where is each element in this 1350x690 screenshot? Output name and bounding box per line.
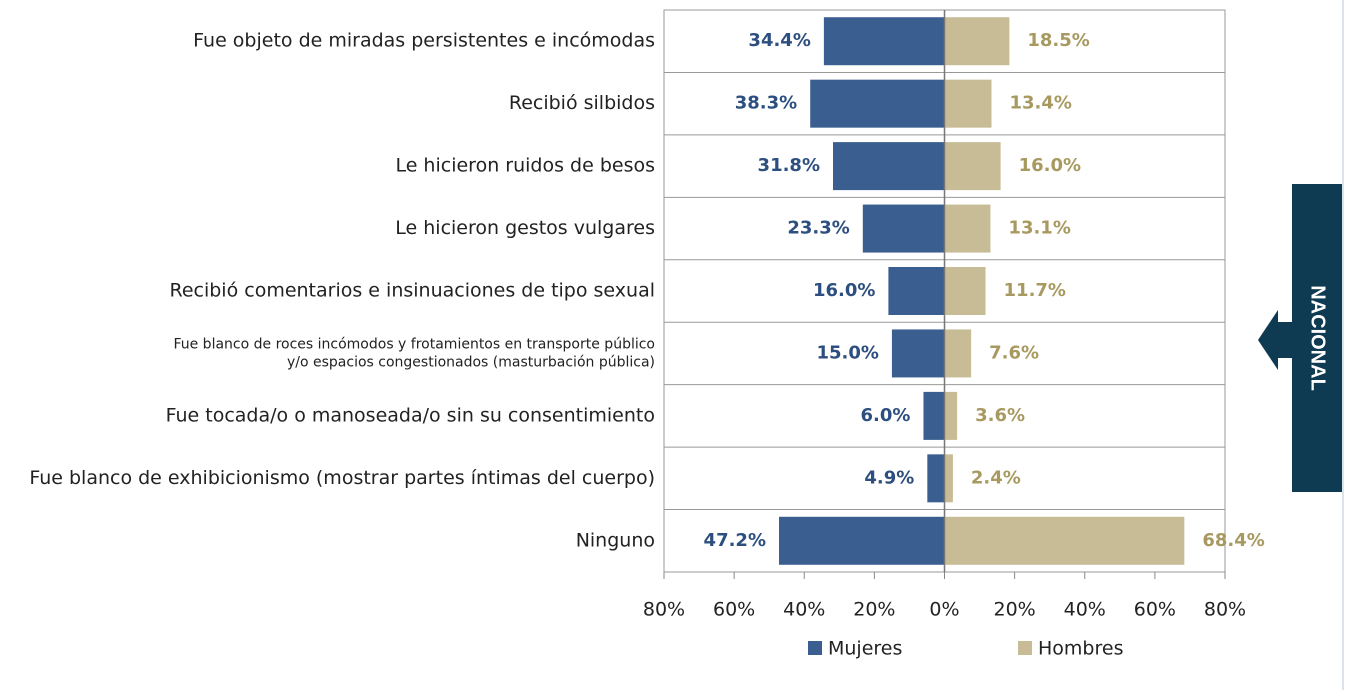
bar bbox=[810, 79, 945, 128]
category-label: Recibió silbidos bbox=[509, 92, 655, 114]
bar bbox=[944, 391, 958, 440]
value-label: 34.4% bbox=[748, 30, 810, 51]
bar bbox=[862, 204, 945, 253]
value-label: 47.2% bbox=[704, 530, 766, 551]
value-label: 11.7% bbox=[1004, 280, 1066, 301]
bar bbox=[823, 17, 945, 66]
bar bbox=[944, 17, 1010, 66]
value-label: 13.4% bbox=[1009, 93, 1071, 114]
value-label: 6.0% bbox=[861, 405, 911, 426]
legend-swatch bbox=[1018, 641, 1032, 655]
bar bbox=[833, 142, 945, 191]
x-tick-label: 40% bbox=[1064, 599, 1106, 621]
bar bbox=[927, 454, 945, 503]
category-label: Ninguno bbox=[576, 529, 655, 551]
category-label: Recibió comentarios e insinuaciones de t… bbox=[169, 280, 655, 302]
x-tick-label: 60% bbox=[1134, 599, 1176, 621]
value-label: 3.6% bbox=[975, 405, 1025, 426]
category-label: Fue objeto de miradas persistentes e inc… bbox=[193, 30, 655, 52]
bar bbox=[944, 329, 972, 378]
value-label: 16.0% bbox=[813, 280, 875, 301]
value-label: 31.8% bbox=[758, 155, 820, 176]
bar bbox=[944, 267, 986, 315]
legend-label: Mujeres bbox=[828, 638, 902, 660]
bar bbox=[891, 329, 945, 378]
value-label: 15.0% bbox=[816, 342, 878, 363]
x-tick-label: 80% bbox=[1204, 599, 1246, 621]
bar bbox=[944, 204, 991, 253]
x-tick-label: 40% bbox=[783, 599, 825, 621]
bar bbox=[944, 142, 1001, 191]
category-label: Le hicieron ruidos de besos bbox=[395, 155, 655, 177]
category-label: Le hicieron gestos vulgares bbox=[395, 217, 655, 239]
legend-swatch bbox=[808, 641, 822, 655]
category-label: Fue tocada/o o manoseada/o sin su consen… bbox=[166, 404, 655, 426]
x-tick-label: 80% bbox=[643, 599, 685, 621]
category-label: Fue blanco de roces incómodos y frotamie… bbox=[173, 336, 655, 370]
x-tick-label: 60% bbox=[713, 599, 755, 621]
x-tick-label: 0% bbox=[929, 599, 959, 621]
value-label: 16.0% bbox=[1019, 155, 1081, 176]
x-tick-label: 20% bbox=[994, 599, 1036, 621]
value-label: 13.1% bbox=[1008, 218, 1070, 239]
category-label: Fue blanco de exhibicionismo (mostrar pa… bbox=[29, 467, 655, 489]
value-label: 2.4% bbox=[971, 467, 1021, 488]
bar bbox=[923, 391, 945, 440]
bar bbox=[944, 79, 992, 128]
value-label: 4.9% bbox=[864, 467, 914, 488]
bar bbox=[944, 454, 953, 503]
value-label: 23.3% bbox=[787, 218, 849, 239]
side-tab bbox=[1292, 184, 1342, 492]
value-label: 38.3% bbox=[735, 93, 797, 114]
value-label: 68.4% bbox=[1202, 530, 1264, 551]
side-arrow bbox=[1258, 310, 1294, 370]
bar bbox=[944, 516, 1185, 565]
bar bbox=[888, 267, 945, 315]
legend-label: Hombres bbox=[1038, 638, 1123, 660]
value-label: 7.6% bbox=[989, 342, 1039, 363]
side-label: NACIONAL bbox=[1307, 285, 1329, 391]
bar bbox=[779, 516, 945, 565]
x-tick-label: 20% bbox=[853, 599, 895, 621]
value-label: 18.5% bbox=[1027, 30, 1089, 51]
